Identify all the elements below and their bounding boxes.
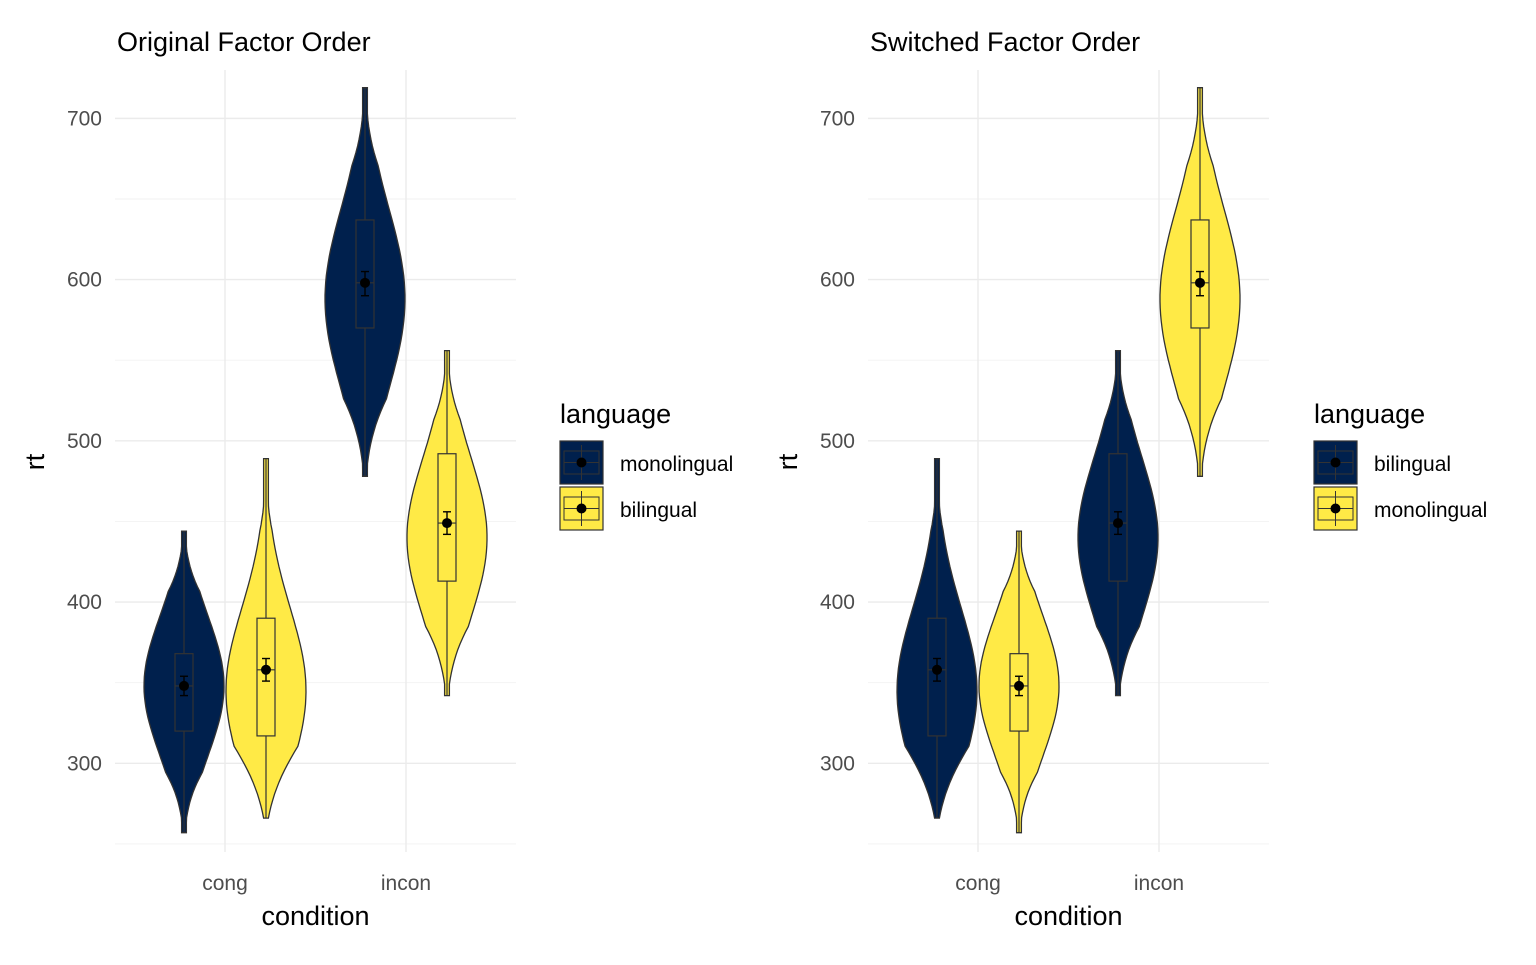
box (437, 453, 457, 582)
series-monolingual (978, 87, 1241, 834)
x-tick-label: cong (202, 872, 248, 895)
box (256, 617, 276, 737)
box (1009, 653, 1029, 732)
y-tick-label: 400 (67, 591, 102, 614)
box (355, 219, 375, 329)
violin-bilingual-cong (225, 457, 307, 819)
y-tick-label: 300 (67, 752, 102, 775)
chart-panel-2: 300 400 500 600 700 cong incon Switched Factor … (773, 27, 1487, 931)
legend-label: bilingual (1374, 453, 1451, 476)
y-tick-label: 700 (67, 107, 102, 130)
box (1190, 219, 1210, 329)
legend-key-bilingual: bilingual (559, 486, 697, 531)
y-tick-label: 500 (820, 430, 855, 453)
legend-key-monolingual: monolingual (559, 440, 733, 485)
mean-point (932, 664, 942, 675)
x-tick-label: cong (955, 872, 1001, 895)
violin-shape (225, 457, 307, 819)
mean-point (179, 680, 189, 691)
y-tick-label: 600 (820, 269, 855, 292)
box (1108, 453, 1128, 582)
legend-label: monolingual (620, 453, 733, 476)
series-bilingual (225, 349, 488, 819)
legend: language monolingual bilingual (559, 399, 733, 531)
y-axis-label: rt (773, 453, 803, 470)
box (927, 617, 947, 737)
legend-key-bilingual: bilingual (1313, 440, 1451, 485)
violin-monolingual-incon (324, 87, 406, 477)
y-tick-label: 700 (820, 107, 855, 130)
x-tick-label: incon (381, 872, 431, 895)
violin-bilingual-cong (896, 457, 978, 819)
legend-point (1330, 503, 1341, 514)
mean-point (1195, 277, 1205, 288)
mean-point (442, 518, 452, 529)
legend-title: language (560, 399, 671, 429)
chart-title: Switched Factor Order (870, 27, 1140, 57)
box (174, 653, 194, 732)
mean-point (1113, 518, 1123, 529)
violin-monolingual-incon (1159, 87, 1241, 477)
series-bilingual (896, 349, 1159, 819)
legend-point (576, 457, 587, 468)
x-tick-label: incon (1134, 872, 1184, 895)
chart-title: Original Factor Order (117, 27, 371, 57)
violin-bilingual-incon (1077, 349, 1159, 697)
chart-panel-1: 300 400 500 600 700 cong incon Original Factor … (20, 27, 733, 931)
y-tick-label: 600 (67, 269, 102, 292)
x-axis-label: condition (261, 901, 369, 931)
violin-bilingual-incon (406, 349, 488, 697)
y-axis-label: rt (20, 453, 50, 470)
legend: language bilingual monolingual (1313, 399, 1487, 531)
mean-point (1014, 680, 1024, 691)
y-tick-label: 300 (820, 752, 855, 775)
legend-point (576, 503, 587, 514)
x-axis-label: condition (1014, 901, 1122, 931)
legend-key-monolingual: monolingual (1313, 486, 1487, 531)
mean-point (261, 664, 271, 675)
y-tick-label: 500 (67, 430, 102, 453)
violin-shape (896, 457, 978, 819)
legend-label: monolingual (1374, 499, 1487, 522)
violin-monolingual-cong (143, 530, 225, 834)
legend-title: language (1314, 399, 1425, 429)
mean-point (360, 277, 370, 288)
series-monolingual (143, 87, 406, 834)
legend-point (1330, 457, 1341, 468)
legend-label: bilingual (620, 499, 697, 522)
y-tick-label: 400 (820, 591, 855, 614)
violin-monolingual-cong (978, 530, 1060, 834)
